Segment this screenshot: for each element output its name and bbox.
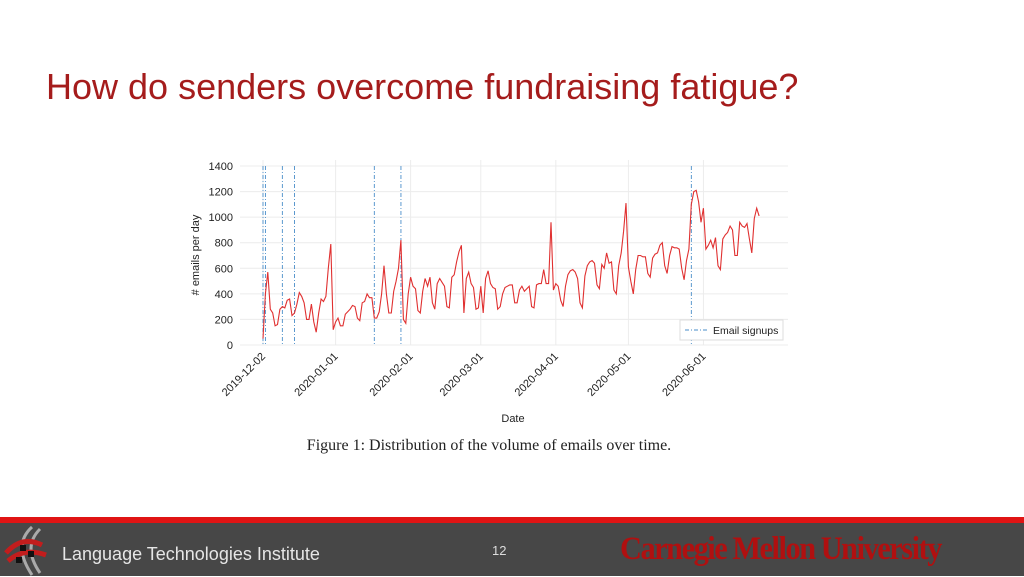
institute-name: Language Technologies Institute: [62, 544, 320, 564]
x-tick-label: 2020-04-01: [513, 351, 561, 399]
y-tick-label: 0: [227, 340, 233, 352]
x-tick-label: 2019-12-02: [220, 351, 268, 399]
emails-over-time-chart: 0 200 400 600 800 1000 1200 1400 2019-12-02 2020…: [190, 160, 788, 425]
page-number: 12: [492, 543, 507, 558]
signup-lines: [262, 166, 692, 345]
y-tick-labels: 0 200 400 600 800 1000 1200 1400: [209, 161, 233, 352]
emails-series-line: [262, 189, 760, 339]
legend-label: Email signups: [713, 325, 778, 337]
y-tick-label: 1400: [209, 161, 233, 173]
y-tick-label: 200: [215, 314, 233, 326]
x-tick-label: 2020-02-01: [367, 351, 415, 399]
x-tick-label: 2020-06-01: [660, 351, 708, 399]
y-axis-label: # emails per day: [190, 214, 202, 295]
slide-title: How do senders overcome fundraising fati…: [46, 66, 799, 107]
y-tick-label: 1000: [209, 212, 233, 224]
y-tick-label: 800: [215, 238, 233, 250]
cmu-logo: Carnegie Mellon University: [620, 531, 942, 567]
y-tick-label: 400: [215, 289, 233, 301]
footer: Language Technologies Institute 12 Carne…: [0, 523, 1024, 576]
x-tick-labels: 2019-12-02 2020-01-01 2020-02-01 2020-03-01…: [220, 351, 709, 399]
x-axis-label: Date: [501, 413, 524, 425]
grid: [240, 160, 788, 346]
y-tick-label: 600: [215, 263, 233, 275]
x-tick-label: 2020-01-01: [292, 351, 340, 399]
lti-logo-icon: [4, 525, 47, 576]
y-tick-label: 1200: [209, 187, 233, 199]
x-tick-label: 2020-05-01: [585, 351, 633, 399]
footer-accent-bar: [0, 517, 1024, 523]
figure-caption: Figure 1: Distribution of the volume of …: [306, 437, 672, 454]
x-tick-label: 2020-03-01: [438, 351, 486, 399]
legend: Email signups: [679, 319, 784, 341]
